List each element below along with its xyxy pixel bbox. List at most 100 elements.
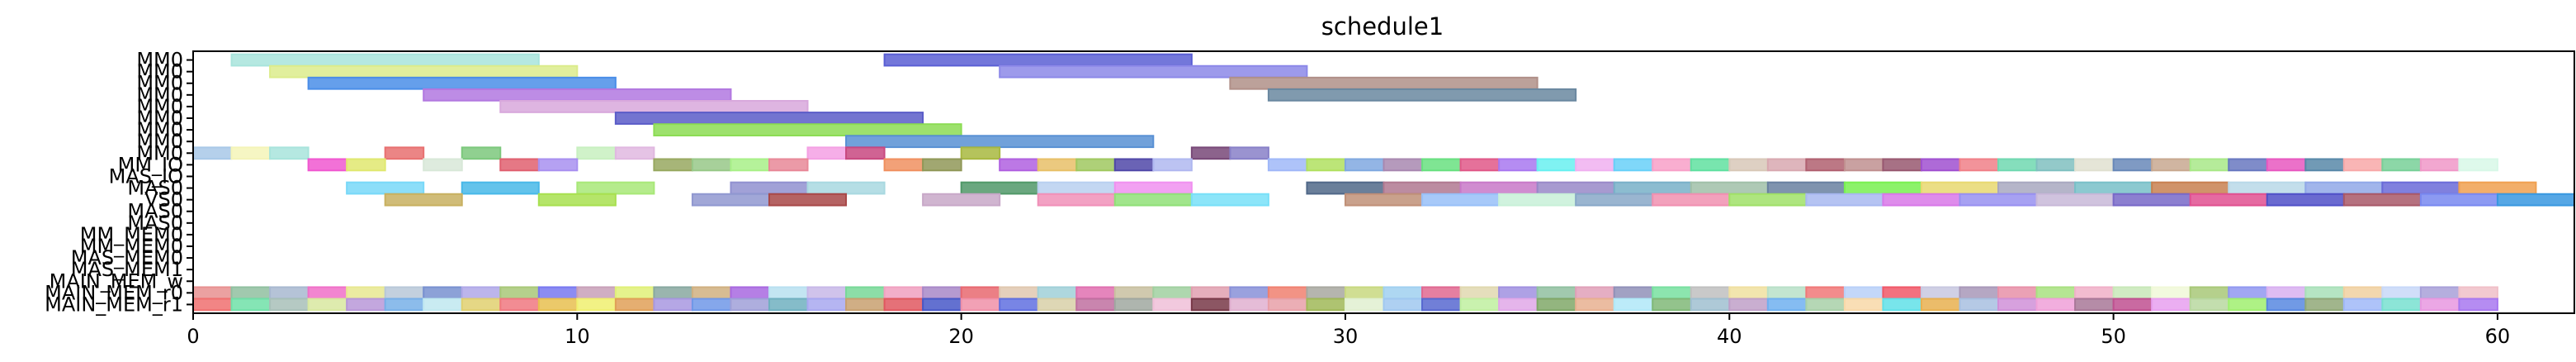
task-bar: [1882, 158, 1922, 172]
x-tick-label: 40: [1717, 325, 1742, 348]
task-bar: [1997, 286, 2038, 300]
task-bar: [423, 298, 463, 312]
task-bar: [307, 298, 348, 312]
y-tick-label: MM0: [136, 49, 183, 72]
task-bar: [691, 158, 732, 172]
task-bar: [2342, 158, 2384, 172]
task-bar: [2189, 193, 2268, 207]
task-bar: [1037, 298, 1078, 312]
task-bar: [2419, 193, 2498, 207]
task-bar: [2112, 298, 2153, 312]
task-bar: [999, 298, 1039, 312]
task-bar: [1882, 298, 1922, 312]
task-bar: [2342, 298, 2384, 312]
task-bar: [269, 146, 310, 160]
task-bar: [1652, 193, 1731, 207]
task-bar: [883, 158, 924, 172]
task-bar: [1766, 298, 1808, 312]
task-bars: [192, 53, 2576, 312]
task-bar: [576, 181, 655, 195]
task-bar: [230, 298, 272, 312]
task-bar: [922, 286, 962, 300]
task-bar: [1997, 298, 2038, 312]
task-bar: [1920, 286, 1961, 300]
task-bar: [1536, 158, 1577, 172]
task-bar: [1229, 76, 1539, 90]
y-tick-label: MM0: [136, 60, 183, 83]
y-tick-label: MM0: [136, 72, 183, 95]
x-tick-label: 20: [948, 325, 974, 348]
task-bar: [1267, 286, 1308, 300]
y-tick-label: MM0: [136, 118, 183, 141]
task-bar: [1843, 298, 1884, 312]
task-bar: [1728, 193, 1808, 207]
task-bar: [1075, 286, 1116, 300]
task-bar: [922, 193, 1001, 207]
task-bar: [537, 158, 579, 172]
task-bar: [999, 158, 1039, 172]
task-bar: [768, 193, 848, 207]
task-bar: [960, 298, 1001, 312]
task-bar: [1575, 193, 1654, 207]
task-bar: [1805, 193, 1884, 207]
task-bar: [1344, 158, 1385, 172]
task-bar: [1766, 158, 1808, 172]
task-bar: [768, 286, 809, 300]
y-tick-label: MM_IO: [118, 153, 183, 176]
task-bar: [2189, 158, 2230, 172]
task-bar: [653, 298, 693, 312]
task-bar: [2342, 286, 2384, 300]
task-bar: [2458, 158, 2498, 172]
y-tick-label: MM0: [136, 83, 183, 107]
task-bar: [845, 298, 886, 312]
x-tick-label: 0: [187, 325, 199, 348]
task-bar: [1959, 298, 2000, 312]
task-bar: [960, 286, 1001, 300]
task-bar: [883, 53, 1193, 67]
task-bar: [845, 135, 1155, 149]
task-bar: [960, 181, 1039, 195]
task-bar: [2151, 158, 2191, 172]
task-bar: [2035, 298, 2077, 312]
task-bar: [1498, 286, 1539, 300]
task-bar: [1383, 298, 1424, 312]
task-bar: [2381, 181, 2460, 195]
task-bar: [1805, 298, 1846, 312]
task-bar: [2189, 298, 2230, 312]
task-bar: [230, 53, 540, 67]
task-bar: [423, 158, 463, 172]
task-bar: [1344, 298, 1385, 312]
y-tick-label: MM_MEM0: [80, 235, 183, 258]
task-bar: [1459, 298, 1501, 312]
task-bar: [691, 193, 770, 207]
task-bar: [1421, 158, 1462, 172]
task-bar: [1113, 298, 1155, 312]
task-bar: [730, 286, 770, 300]
task-bar: [1306, 181, 1385, 195]
y-tick-label: MAIN_MEM_r0: [45, 281, 183, 304]
task-bar: [1190, 146, 1231, 160]
task-bar: [2112, 286, 2153, 300]
task-bar: [1037, 193, 1116, 207]
task-bar: [346, 286, 386, 300]
task-bar: [576, 286, 617, 300]
task-bar: [2381, 298, 2422, 312]
y-tick-label: MM0: [136, 130, 183, 153]
task-bar: [806, 181, 886, 195]
task-bar: [2496, 193, 2576, 207]
task-bar: [499, 298, 540, 312]
y-tick-label: MM0: [136, 95, 183, 118]
task-bar: [653, 158, 693, 172]
task-bar: [1843, 158, 1884, 172]
task-bar: [384, 193, 463, 207]
task-bar: [499, 100, 809, 113]
task-bar: [1575, 298, 1615, 312]
task-bar: [614, 112, 924, 125]
task-bar: [1652, 158, 1692, 172]
task-bar: [1843, 286, 1884, 300]
task-bar: [384, 146, 425, 160]
task-bar: [1113, 286, 1155, 300]
task-bar: [614, 298, 655, 312]
task-bar: [730, 158, 770, 172]
task-bar: [1766, 181, 1846, 195]
